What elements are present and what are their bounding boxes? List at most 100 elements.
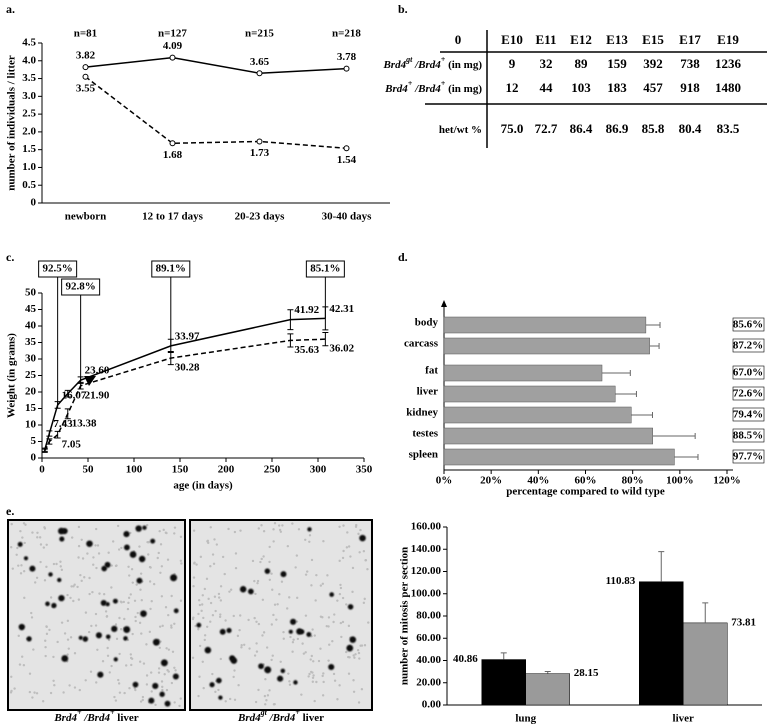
texture [17, 634, 20, 638]
mitotic-cell [111, 625, 118, 633]
texture [17, 564, 20, 567]
texture [215, 543, 219, 546]
texture [158, 529, 161, 533]
texture [19, 529, 22, 533]
table-cell: 83.5 [717, 121, 740, 136]
texture [45, 543, 48, 546]
texture [253, 654, 257, 657]
texture [158, 625, 162, 628]
table-cell: 12 [506, 80, 519, 95]
value-label: 67.0% [733, 367, 763, 379]
row-label: Brd4+ /Brd4+ (in mg) [384, 79, 482, 94]
category-label: testes [412, 428, 438, 440]
texture [31, 696, 34, 699]
panel-label: e. [6, 504, 14, 518]
panel-label: c. [6, 250, 14, 264]
texture [207, 597, 210, 601]
texture [273, 603, 277, 606]
mitotic-cell [264, 666, 272, 674]
texture [199, 555, 203, 559]
mitotic-cell [172, 673, 179, 680]
texture [327, 625, 330, 628]
texture [15, 553, 18, 556]
texture [173, 622, 176, 626]
texture [367, 621, 370, 624]
texture [312, 674, 315, 677]
texture [275, 618, 278, 621]
table: 0 E10 E11 E12 E13 E15 E17 E19 9 32 89 159 392 738 1236… [425, 30, 767, 148]
table-header: E12 [570, 32, 592, 47]
texture [164, 531, 168, 534]
texture [180, 562, 183, 565]
texture [345, 546, 349, 549]
texture [321, 616, 324, 619]
texture [116, 524, 120, 528]
texture [123, 691, 126, 695]
texture [261, 634, 264, 637]
texture [44, 639, 47, 642]
point [169, 54, 176, 61]
mitotic-cell [17, 541, 23, 547]
texture [278, 528, 282, 532]
texture [170, 681, 174, 685]
texture [309, 670, 313, 674]
texture [167, 613, 170, 617]
x-tick-label: 120% [713, 475, 741, 487]
texture [234, 566, 238, 570]
texture [319, 647, 322, 650]
texture [272, 613, 275, 617]
mitotic-cell [132, 681, 139, 688]
error-bar [64, 389, 71, 398]
texture [259, 560, 262, 564]
texture [268, 689, 271, 692]
texture [193, 561, 196, 564]
texture [77, 544, 81, 548]
texture [342, 549, 345, 553]
texture [80, 538, 83, 542]
bar [443, 427, 653, 445]
mitotic-cell [105, 602, 110, 607]
mitotic-cell [258, 663, 264, 670]
annotation: n=127 [158, 28, 187, 40]
texture [170, 624, 173, 627]
texture [118, 652, 121, 656]
texture [161, 685, 164, 689]
texture [211, 614, 215, 617]
x-tick-label: liver [673, 713, 694, 725]
x-tick-label: 150 [172, 464, 189, 476]
texture [157, 671, 161, 674]
texture [98, 592, 101, 595]
texture [91, 590, 94, 594]
texture [351, 566, 355, 570]
value-label: 23.60 [85, 365, 110, 377]
texture [140, 632, 143, 635]
texture [255, 642, 258, 645]
texture [272, 528, 275, 531]
text-part: /Brd4 [412, 83, 441, 95]
texture [268, 545, 271, 549]
texture [83, 576, 86, 579]
texture [321, 582, 325, 586]
bar [443, 364, 603, 382]
table-cell: 183 [607, 80, 627, 95]
texture [35, 692, 39, 695]
texture [53, 684, 56, 687]
value-label: 36.02 [329, 343, 354, 355]
texture [217, 592, 221, 596]
texture [197, 612, 200, 616]
error-bar [702, 602, 709, 623]
texture [73, 686, 77, 689]
image-caption: Brd4gt /Brd4+ liver [237, 708, 324, 723]
point [343, 65, 350, 72]
texture [118, 616, 121, 620]
texture [36, 536, 39, 539]
mitotic-cell [164, 700, 171, 707]
texture [213, 595, 217, 598]
texture [56, 640, 59, 644]
mitotic-cell [123, 636, 128, 641]
texture [311, 628, 314, 631]
mitotic-cell [129, 551, 137, 558]
texture [276, 603, 279, 606]
bar [481, 659, 526, 706]
mitotic-cell [247, 588, 254, 595]
